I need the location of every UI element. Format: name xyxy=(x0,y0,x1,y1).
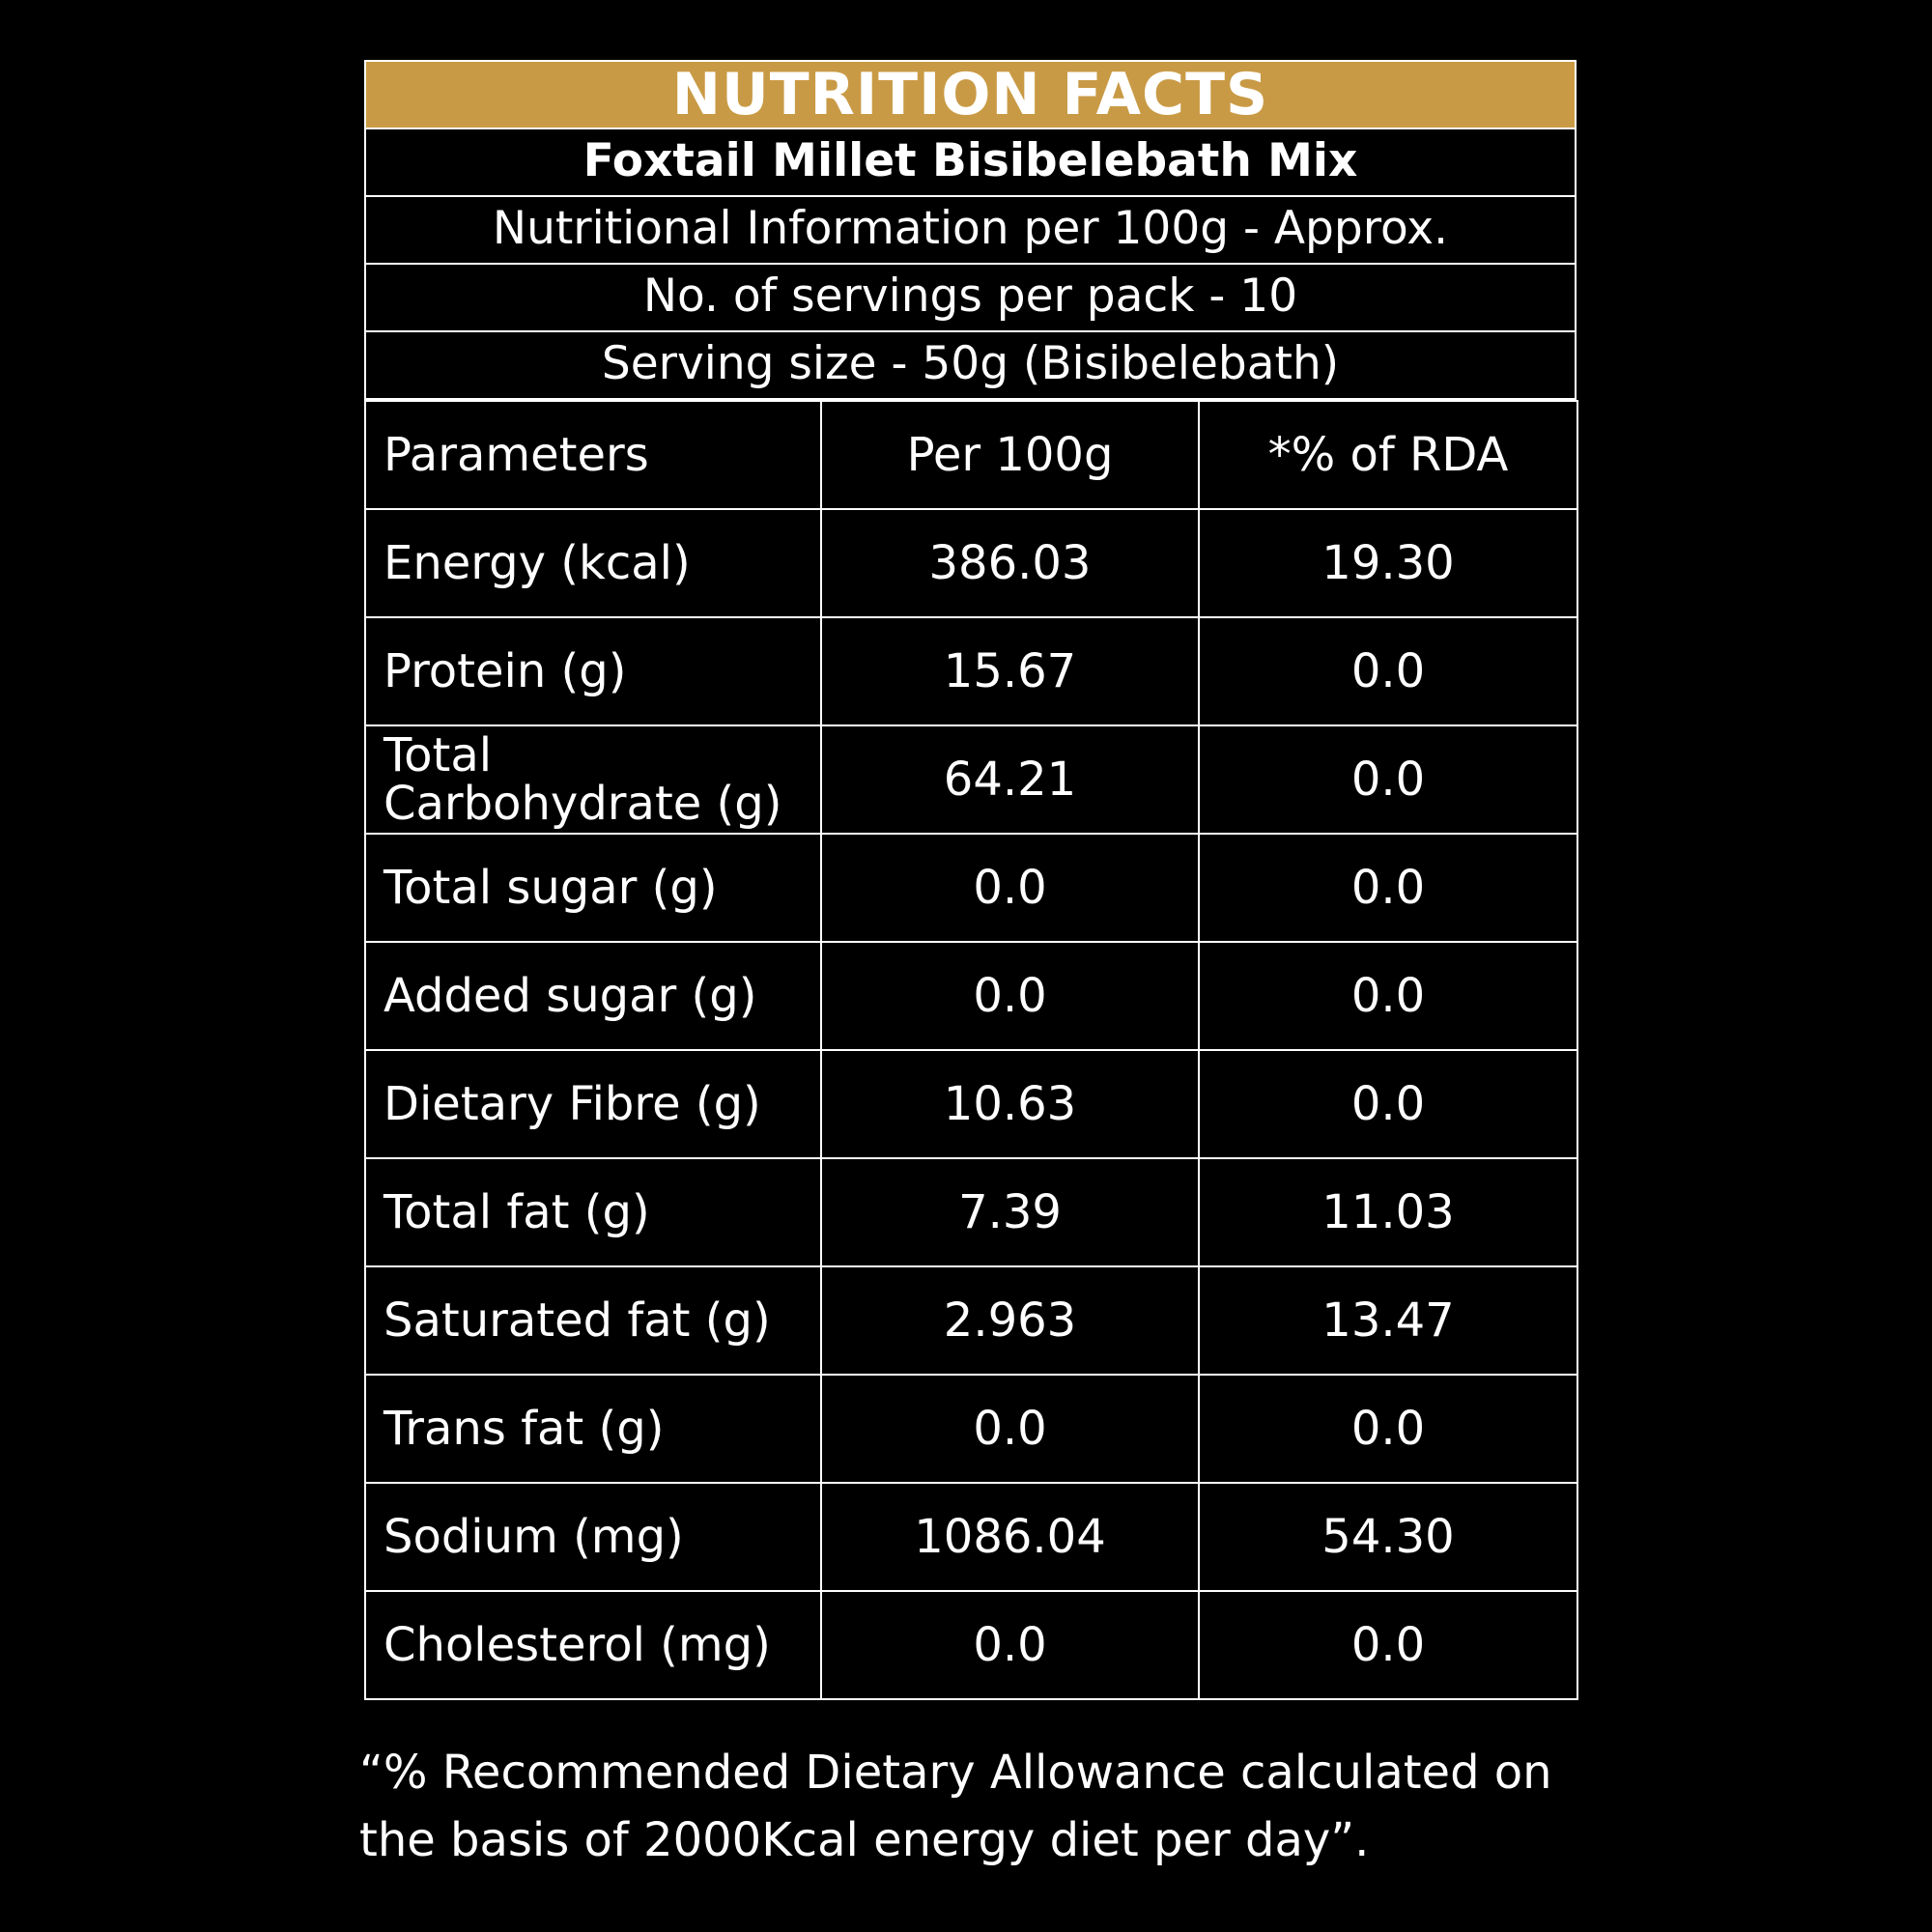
table-row: Saturated fat (g) 2.963 13.47 xyxy=(364,1265,1578,1376)
column-header-rda: *% of RDA xyxy=(1198,400,1578,510)
row-rda-value: 11.03 xyxy=(1198,1157,1578,1267)
row-rda-value: 0.0 xyxy=(1198,1590,1578,1700)
row-per-100g-value: 0.0 xyxy=(820,1590,1200,1700)
row-parameter: Sodium (mg) xyxy=(364,1482,822,1592)
table-row: Dietary Fibre (g) 10.63 0.0 xyxy=(364,1049,1578,1159)
row-parameter: Trans fat (g) xyxy=(364,1374,822,1484)
row-per-100g-value: 0.0 xyxy=(820,1374,1200,1484)
row-per-100g-value: 64.21 xyxy=(820,724,1200,835)
row-rda-value: 0.0 xyxy=(1198,833,1578,943)
table-row: Protein (g) 15.67 0.0 xyxy=(364,616,1578,726)
table-body: Energy (kcal) 386.03 19.30 Protein (g) 15.67… xyxy=(364,508,1578,1700)
row-rda-value: 19.30 xyxy=(1198,508,1578,618)
serving-size: Serving size - 50g (Bisibelebath) xyxy=(364,332,1577,400)
row-per-100g-value: 1086.04 xyxy=(820,1482,1200,1592)
column-header-parameters: Parameters xyxy=(364,400,822,510)
row-rda-value: 13.47 xyxy=(1198,1265,1578,1376)
row-rda-value: 0.0 xyxy=(1198,724,1578,835)
table-row: Added sugar (g) 0.0 0.0 xyxy=(364,941,1578,1051)
table-row: Energy (kcal) 386.03 19.30 xyxy=(364,508,1578,618)
row-rda-value: 0.0 xyxy=(1198,1049,1578,1159)
row-per-100g-value: 0.0 xyxy=(820,833,1200,943)
row-parameter: Cholesterol (mg) xyxy=(364,1590,822,1700)
table-row: Cholesterol (mg) 0.0 0.0 xyxy=(364,1590,1578,1700)
nutritional-info-basis: Nutritional Information per 100g - Appro… xyxy=(364,197,1577,265)
row-parameter: Protein (g) xyxy=(364,616,822,726)
table-row: Total fat (g) 7.39 11.03 xyxy=(364,1157,1578,1267)
table-row: Trans fat (g) 0.0 0.0 xyxy=(364,1374,1578,1484)
table-header-row: Parameters Per 100g *% of RDA xyxy=(364,400,1578,510)
row-parameter: Saturated fat (g) xyxy=(364,1265,822,1376)
row-per-100g-value: 386.03 xyxy=(820,508,1200,618)
row-rda-value: 0.0 xyxy=(1198,941,1578,1051)
row-rda-value: 54.30 xyxy=(1198,1482,1578,1592)
row-parameter: Energy (kcal) xyxy=(364,508,822,618)
row-rda-value: 0.0 xyxy=(1198,616,1578,726)
row-per-100g-value: 7.39 xyxy=(820,1157,1200,1267)
row-parameter: Total sugar (g) xyxy=(364,833,822,943)
row-rda-value: 0.0 xyxy=(1198,1374,1578,1484)
row-per-100g-value: 10.63 xyxy=(820,1049,1200,1159)
row-parameter: Total fat (g) xyxy=(364,1157,822,1267)
servings-per-pack: No. of servings per pack - 10 xyxy=(364,265,1577,332)
row-parameter: Total Carbohydrate (g) xyxy=(364,724,822,835)
rda-footnote: “% Recommended Dietary Allowance calcula… xyxy=(359,1746,1552,1867)
table-row: Total sugar (g) 0.0 0.0 xyxy=(364,833,1578,943)
nutrition-facts-panel: NUTRITION FACTS Foxtail Millet Bisibeleb… xyxy=(364,60,1578,1700)
row-per-100g-value: 2.963 xyxy=(820,1265,1200,1376)
column-header-per-100g: Per 100g xyxy=(820,400,1200,510)
row-parameter: Dietary Fibre (g) xyxy=(364,1049,822,1159)
row-per-100g-value: 0.0 xyxy=(820,941,1200,1051)
product-name: Foxtail Millet Bisibelebath Mix xyxy=(364,129,1577,197)
nutrition-facts-title: NUTRITION FACTS xyxy=(364,60,1577,129)
table-row: Total Carbohydrate (g) 64.21 0.0 xyxy=(364,724,1578,835)
nutrition-table: Parameters Per 100g *% of RDA Energy (kc… xyxy=(364,400,1578,1700)
row-parameter: Added sugar (g) xyxy=(364,941,822,1051)
table-row: Sodium (mg) 1086.04 54.30 xyxy=(364,1482,1578,1592)
row-per-100g-value: 15.67 xyxy=(820,616,1200,726)
